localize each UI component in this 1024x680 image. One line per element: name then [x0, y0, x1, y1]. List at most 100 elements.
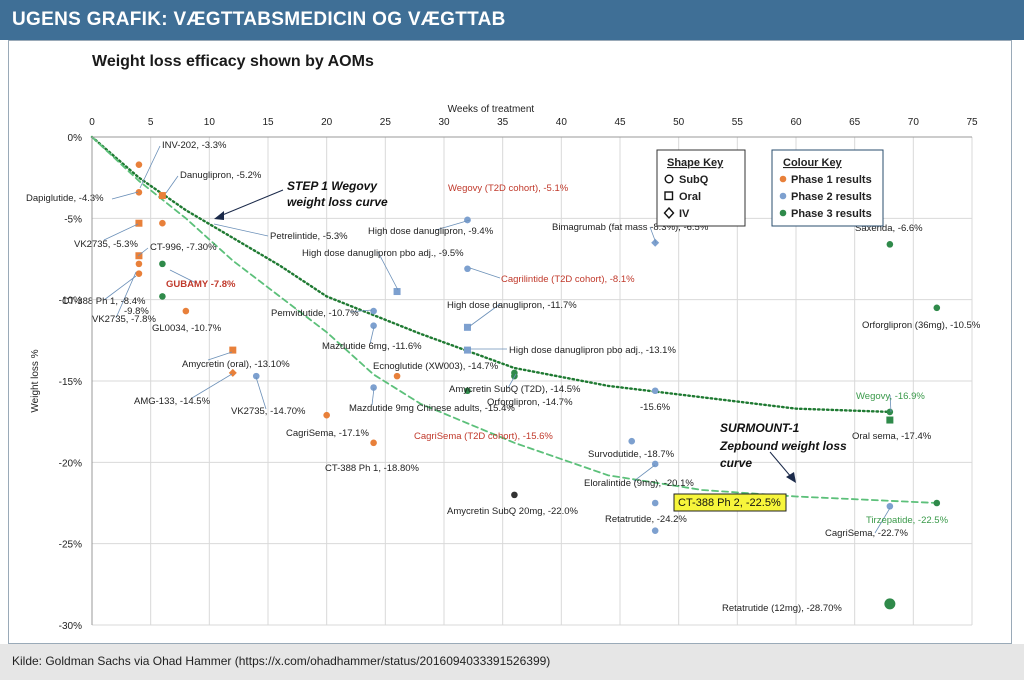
annotation-arrowhead [214, 211, 224, 220]
legend-circle-icon [664, 174, 674, 184]
point-label: Wegovy, -16.9% [856, 391, 925, 402]
label-leader [207, 351, 233, 361]
label-leader [255, 376, 267, 410]
y-tick-label: -30% [59, 621, 82, 632]
point-label: Petrelintide, -5.3% [270, 231, 348, 242]
label-leader [507, 373, 517, 389]
y-tick-label: -20% [59, 458, 82, 469]
label-leader [137, 247, 149, 257]
x-tick-label: 70 [908, 117, 920, 128]
label-leader [103, 223, 139, 241]
banner: UGENS GRAFIK: VÆGTTABSMEDICIN OG VÆGTTAB [0, 0, 1024, 40]
point-label: Retatrutide, -24.2% [605, 514, 687, 525]
data-point [884, 598, 896, 610]
legends: Shape Key SubQ Oral IV Colour Key Phase 1 res… [656, 149, 884, 227]
data-point-square [135, 219, 143, 227]
point-label: -9.8% [124, 306, 149, 317]
shape-key-item: IV [679, 208, 690, 220]
label-leader [139, 145, 161, 189]
label-leader [371, 387, 375, 406]
data-point [370, 307, 377, 315]
annotation-text: curve [720, 456, 752, 470]
data-point-square [886, 416, 894, 424]
shape-key-item: SubQ [679, 174, 709, 186]
point-label: Bimagrumab (fat mass -8.3%), -6.5% [552, 222, 709, 233]
label-leader [369, 326, 375, 345]
data-point-square [229, 346, 237, 354]
data-point-diamond [228, 368, 237, 377]
data-point [135, 189, 143, 196]
x-tick-label: 20 [321, 117, 333, 128]
point-label: Dapiglutide, -4.3% [26, 193, 104, 204]
data-point [159, 293, 166, 300]
label-leader [169, 269, 197, 284]
data-point [252, 372, 260, 380]
legend-square-icon [664, 191, 674, 201]
data-point [159, 219, 166, 227]
data-point [135, 161, 143, 168]
point-label: GUBAMY -7.8% [166, 279, 236, 290]
point-label: CT-388 Ph 2, -22.5% [678, 497, 781, 509]
data-point [464, 265, 471, 273]
point-label: Ecnoglutide (XW003), -14.7% [373, 361, 499, 372]
point-label: High dose danuglipron pbo adj., -9.5% [302, 248, 464, 259]
annotation-arrow [219, 189, 284, 217]
point-label: Tirzepatide, -22.5% [866, 515, 949, 526]
data-point [628, 437, 636, 445]
highlight-box [673, 493, 787, 512]
point-label: GL0034, -10.7% [152, 323, 222, 334]
label-leader [874, 507, 891, 534]
shape-key-box [656, 149, 746, 227]
legend-phase-dot [779, 209, 787, 217]
point-label: CT-388 Ph 1, -8.4% [62, 296, 146, 307]
axes: 0 5 10 15 20 25 30 35 40 45 50 55 60 65 70 75 0% -5% -10% -… [30, 104, 978, 632]
point-label: CagriSema, -17.1% [286, 428, 369, 439]
point-label: INV-202, -3.3% [162, 140, 227, 151]
point-label: Oral sema, -17.4% [852, 431, 932, 442]
point-label: High dose danuglipron, -9.4% [368, 226, 494, 237]
point-label: Eloralintide (9mg), -20.1% [584, 478, 694, 489]
point-label: CagriSema (T2D cohort), -15.6% [414, 431, 553, 442]
annotation-text: Zepbound weight loss [719, 439, 847, 453]
legend-phase-dot [779, 192, 787, 200]
data-point-diamond [651, 238, 660, 247]
data-point [135, 270, 143, 277]
point-label: Pemvidutide, -10.7% [271, 308, 359, 319]
y-tick-label: -5% [64, 214, 82, 225]
data-point [511, 491, 518, 499]
x-tick-label: 15 [262, 117, 274, 128]
label-leader [349, 309, 373, 313]
point-label: High dose danuglipron, -11.7% [447, 300, 577, 311]
banner-title: UGENS GRAFIK: VÆGTTABSMEDICIN OG VÆGTTAB [12, 9, 506, 30]
label-leader [165, 175, 179, 194]
data-point [135, 260, 143, 268]
x-axis-title: Weeks of treatment [448, 104, 535, 115]
point-labels: STEP 1 Wegovy weight loss curve SURMOUNT-1… [26, 140, 981, 614]
point-label: -15.6% [640, 402, 671, 413]
x-tick-label: 40 [556, 117, 568, 128]
point-label: Survodutide, -18.7% [588, 449, 675, 460]
x-tick-label: 25 [380, 117, 392, 128]
annotation-arrowhead [786, 472, 796, 483]
data-point [393, 372, 401, 380]
label-leader [111, 191, 139, 200]
x-tick-label: 0 [89, 117, 95, 128]
legend-diamond-icon [663, 206, 675, 220]
data-point [933, 304, 941, 312]
data-point [159, 260, 166, 268]
x-tick-label: 30 [438, 117, 450, 128]
zepbound-curve [91, 136, 938, 504]
data-point [651, 499, 659, 507]
point-label: Amycretin SubQ (T2D), -14.5% [449, 384, 581, 395]
label-leader [103, 275, 137, 301]
data-point-square [393, 288, 401, 296]
x-tick-label: 75 [966, 117, 978, 128]
data-point [370, 322, 377, 329]
point-label: AMG-133, -14.5% [134, 396, 211, 407]
data-point-square [463, 346, 471, 354]
x-tick-label: 65 [849, 117, 861, 128]
colour-key-box [771, 149, 884, 227]
y-tick-label: -10% [59, 296, 82, 307]
point-label: VK2735, -5.3% [74, 239, 138, 250]
